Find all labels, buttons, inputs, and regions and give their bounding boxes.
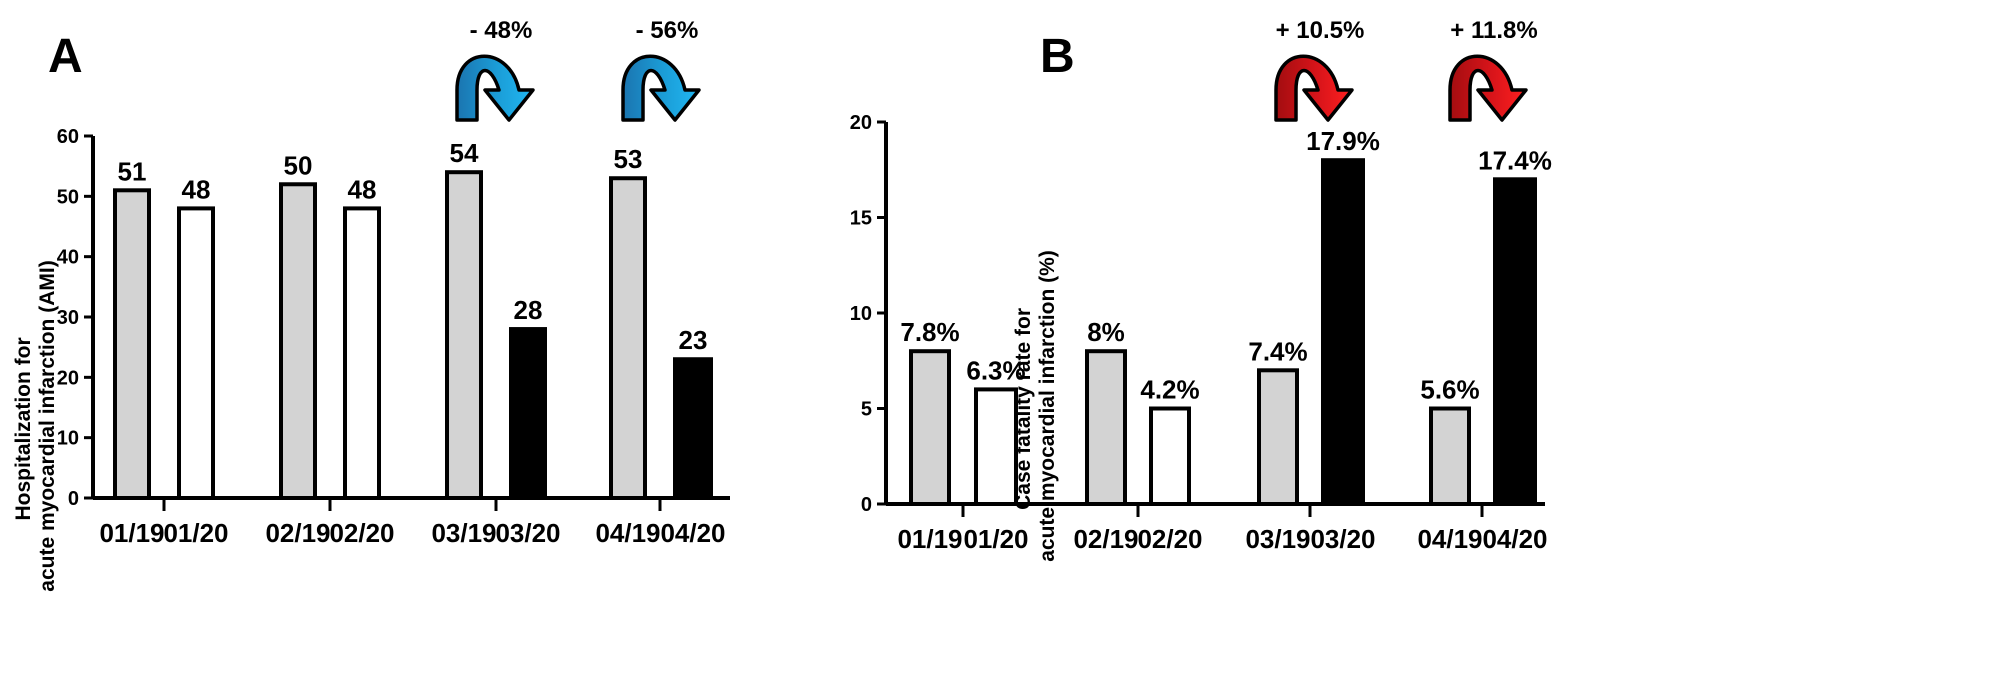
panel-a-x-tick-label: 04/19: [595, 518, 660, 548]
panel-b-bar-02-19: [1085, 349, 1127, 507]
panel-b-bar-04-19: [1429, 406, 1471, 506]
panel-a-bar-02-19: [279, 182, 317, 500]
panel-b-data-label: 7.4%: [1248, 336, 1307, 366]
panel-a-data-label: 50: [284, 150, 313, 180]
panel-a-chart: A Hospitalization for acute myocardial i…: [12, 17, 730, 592]
panel-b-change-label: + 11.8%: [1450, 17, 1537, 44]
panel-b-bar-01-19: [909, 349, 951, 507]
panel-b-y-tick-label: 15: [850, 208, 872, 230]
panel-a-bar-04-19: [609, 176, 647, 500]
panel-a-x-tick-label: 01/20: [163, 518, 228, 548]
panel-b-bar-02-20: [1149, 406, 1191, 506]
panel-b-bar-01-20: [974, 387, 1018, 506]
panel-a-y-axis-label-line-1: Hospitalization for: [12, 337, 35, 520]
panel-a-x-tick-label: 03/19: [431, 518, 496, 548]
panel-a-bar-04-20: [673, 357, 713, 500]
panel-a-y-tick-label: 10: [57, 428, 79, 450]
panel-a-bar-01-20: [177, 206, 215, 500]
panel-a-change-label: - 48%: [470, 17, 533, 44]
panel-a-data-label: 53: [614, 144, 643, 174]
panel-b-x-tick-label: 02/20: [1137, 524, 1202, 554]
panel-b-y-tick-label: 20: [850, 112, 872, 134]
panel-a-y-tick-label: 50: [57, 186, 79, 208]
panel-a-y-tick-label: 60: [57, 126, 79, 148]
panel-a-change-arrow-icon: [621, 54, 701, 122]
panel-b-x-tick-label: 04/20: [1482, 524, 1547, 554]
panel-a-bars: 51 48 50 48 54 28 53 23: [113, 138, 713, 501]
panel-b-data-label: 7.8%: [900, 317, 959, 347]
panel-a-x-tick-label: 02/19: [265, 518, 330, 548]
panel-a-data-label: 54: [450, 138, 479, 168]
panel-b-y-tick-label: 0: [861, 494, 872, 516]
panel-b-letter: B: [1040, 30, 1075, 83]
panel-a-y-tick-label: 20: [57, 367, 79, 389]
panel-a-change-label: - 56%: [636, 17, 699, 44]
panel-b-change-arrow-icon: [1274, 54, 1354, 122]
panel-b-x-tick-label: 03/20: [1310, 524, 1375, 554]
panel-b-y-axis-label: Case fatality rate for acute myocardial …: [1012, 250, 1059, 562]
panel-a-annotations: - 48% - 56%: [455, 17, 701, 122]
panel-b-bar-04-20: [1493, 177, 1537, 507]
panel-a-y-axis-label-line-2: acute myocardial infarction (AMI): [36, 260, 59, 591]
panel-b-data-label: 17.9%: [1306, 126, 1380, 156]
panel-b-y-tick-label: 5: [861, 399, 872, 421]
panel-a-data-label: 28: [514, 295, 543, 325]
panel-a-data-label: 23: [679, 325, 708, 355]
panel-a-x-tick-label: 01/19: [99, 518, 164, 548]
panel-b-data-label: 4.2%: [1140, 375, 1199, 405]
panel-b-bar-03-20: [1321, 158, 1365, 506]
panel-a-data-label: 48: [348, 174, 377, 204]
panel-b-x-tick-label: 03/19: [1245, 524, 1310, 554]
panel-a-x-tick-label: 03/20: [495, 518, 560, 548]
panel-b-x-tick-label: 01/20: [963, 524, 1028, 554]
panel-a-x-tick-label: 04/20: [660, 518, 725, 548]
panel-a-y-axis-label: Hospitalization for acute myocardial inf…: [12, 260, 59, 591]
panel-a-y-tick-label: 0: [68, 488, 79, 510]
panel-b-chart: B Case fatality rate for acute myocardia…: [850, 17, 1552, 562]
panel-b-bar-03-19: [1257, 368, 1299, 506]
panel-a-y-tick-label: 40: [57, 247, 79, 269]
panel-b-data-label: 17.4%: [1478, 145, 1552, 175]
panel-b-bars: 7.8%6.3% 8% 4.2% 7.4% 17.9% 5.6% 17.4%: [900, 126, 1552, 507]
panel-b-change-arrow-icon: [1448, 54, 1528, 122]
panel-a-change-arrow-icon: [455, 54, 535, 122]
panel-b-x-tick-label: 02/19: [1073, 524, 1138, 554]
panel-a-bar-01-19: [113, 188, 151, 501]
panel-a-bar-03-20: [509, 327, 547, 501]
panel-b-annotations: + 10.5% + 11.8%: [1274, 17, 1538, 122]
panel-a-letter: A: [48, 30, 83, 83]
panel-a-x-tick-label: 02/20: [329, 518, 394, 548]
panel-b-change-label: + 10.5%: [1276, 17, 1365, 44]
panel-a-y-tick-label: 30: [57, 307, 79, 329]
panel-b-data-label: 6.3%: [966, 355, 1025, 385]
panel-a-bar-02-20: [343, 206, 381, 500]
panel-a-data-label: 48: [182, 174, 211, 204]
panel-b-y-axis-label-line-2: acute myocardial infarction (%): [1036, 250, 1059, 562]
panel-a-bar-03-19: [445, 170, 483, 500]
panel-b-x-tick-label: 01/19: [897, 524, 962, 554]
panel-b-y-tick-label: 10: [850, 303, 872, 325]
panel-a-data-label: 51: [118, 156, 147, 186]
panel-b-data-label: 8%: [1087, 317, 1125, 347]
panel-b-data-label: 5.6%: [1420, 375, 1479, 405]
panel-b-x-tick-label: 04/19: [1417, 524, 1482, 554]
